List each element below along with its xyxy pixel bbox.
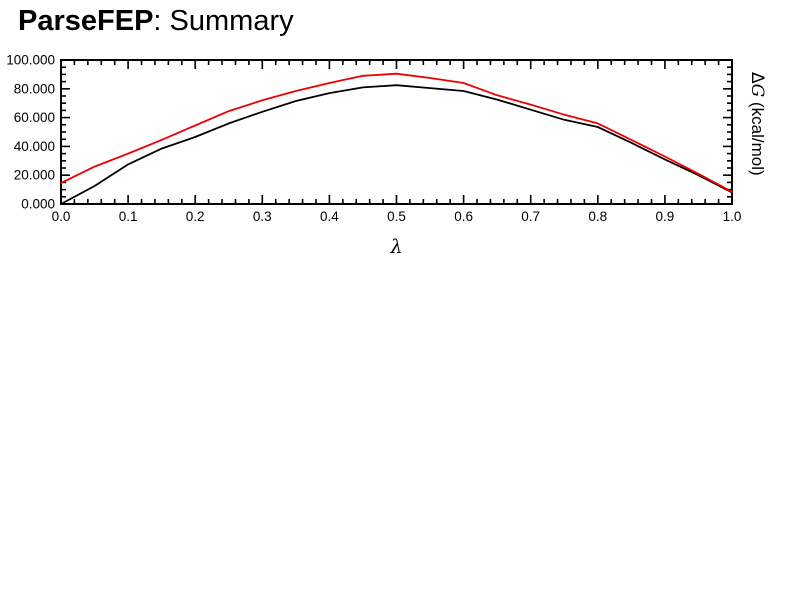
x-tick-label: 0.6 (454, 209, 473, 224)
x-tick-label: 0.4 (320, 209, 339, 224)
title-subtitle: : Summary (153, 5, 294, 37)
series-black (60, 84, 733, 205)
x-tick-label: 0.5 (387, 209, 406, 224)
y-tick-label: 100.000 (6, 53, 55, 68)
x-axis-label: λ (389, 236, 402, 258)
title-app-name: ParseFEP (18, 5, 154, 37)
page-title: ParseFEP: Summary (18, 5, 294, 38)
y-tick-label: 80.000 (14, 81, 55, 96)
y-tick-label: 20.000 (14, 168, 55, 183)
x-tick-label: 0.3 (253, 209, 272, 224)
x-tick-label: 0.2 (186, 209, 205, 224)
series-red (60, 72, 733, 193)
x-tick-label: 0.0 (52, 209, 71, 224)
y-tick-label: 0.000 (21, 197, 55, 212)
x-tick-label: 0.9 (656, 209, 675, 224)
plot-frame (60, 59, 733, 205)
x-tick-label: 1.0 (723, 209, 742, 224)
y-tick-label: 40.000 (14, 139, 55, 154)
y-tick-label: 60.000 (14, 110, 55, 125)
x-tick-label: 0.8 (588, 209, 607, 224)
x-tick-label: 0.7 (521, 209, 540, 224)
x-tick-label: 0.1 (119, 209, 138, 224)
free-energy-summary-chart: 0.0 0.1 0.2 0.3 0.4 0.5 0.6 0.7 0.8 0.9 1.0 0.000 20… (6, 53, 767, 259)
y-axis-label: ΔG (kcal/mol) (747, 72, 767, 176)
